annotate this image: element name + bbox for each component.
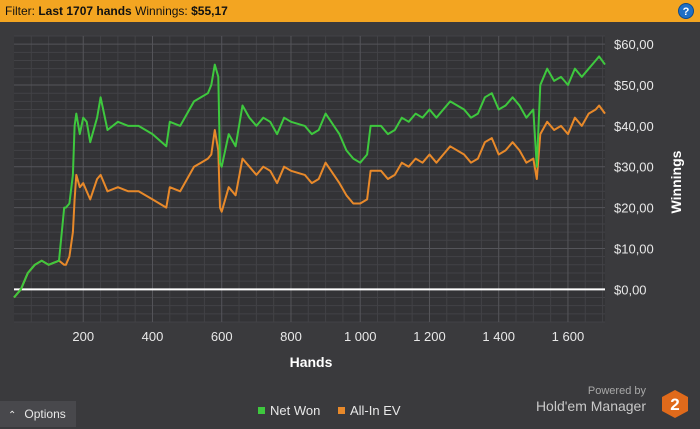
filter-value[interactable]: Last 1707 hands (38, 4, 132, 18)
legend-item-net-won[interactable]: Net Won (258, 403, 320, 418)
legend-label-all-in-ev: All-In EV (349, 403, 401, 418)
filter-label: Filter: (5, 4, 35, 18)
series-line-net-won (13, 55, 606, 299)
y-axis-label: Winnings (668, 150, 684, 213)
x-tick-label: 600 (211, 329, 233, 344)
y-tick-label: $10,00 (614, 241, 654, 256)
x-axis-label: Hands (290, 354, 333, 370)
help-icon[interactable]: ? (678, 3, 694, 19)
x-tick-label: 400 (142, 329, 164, 344)
x-tick-label: 800 (280, 329, 302, 344)
options-label: Options (24, 407, 66, 421)
holdem-manager-logo: 2 (662, 390, 688, 418)
logo-text: 2 (670, 395, 679, 414)
series-group (13, 55, 606, 299)
legend-swatch-all-in-ev (337, 407, 345, 414)
legend-swatch-net-won (258, 407, 265, 414)
legend-label-net-won: Net Won (270, 403, 321, 418)
y-axis-ticks: $0,00 $10,00 $20,00 $30,00 $40,00 $50,00 $60,0… (614, 37, 654, 297)
y-tick-label: $60,00 (614, 37, 654, 52)
x-tick-label: 1 600 (552, 329, 585, 344)
winnings-chart: 200 400 600 800 1 000 1 200 1 400 1 600 $0,00 $1… (13, 35, 684, 370)
y-tick-label: $50,00 (614, 78, 654, 93)
powered-by-text: Powered by (587, 385, 646, 397)
chart-legend: Net Won All-In EV (258, 403, 415, 419)
brand: Powered by Hold'em Manager 2 (530, 385, 690, 421)
series-line-all-in-ev (13, 104, 606, 299)
chevron-up-icon: ⌃ (8, 410, 17, 421)
x-axis-ticks: 200 400 600 800 1 000 1 200 1 400 1 600 (72, 329, 584, 344)
filter-bar: Filter: Last 1707 hands Winnings: $55,17… (0, 0, 700, 22)
brand-name: Hold'em Manager (535, 398, 646, 414)
options-button[interactable]: ⌃ Options (0, 401, 76, 427)
winnings-label: Winnings: (135, 4, 188, 18)
x-tick-label: 1 200 (413, 329, 446, 344)
x-tick-label: 200 (72, 329, 94, 344)
x-tick-label: 1 400 (482, 329, 515, 344)
legend-item-all-in-ev[interactable]: All-In EV (337, 403, 401, 418)
y-tick-label: $20,00 (614, 201, 654, 216)
y-tick-label: $30,00 (614, 160, 654, 175)
winnings-value: $55,17 (191, 4, 228, 18)
x-tick-label: 1 000 (344, 329, 377, 344)
y-tick-label: $40,00 (614, 119, 654, 134)
y-tick-label: $0,00 (614, 282, 647, 297)
